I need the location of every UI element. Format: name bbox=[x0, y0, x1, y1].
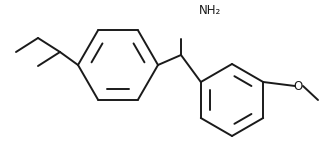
Text: O: O bbox=[293, 80, 303, 93]
Text: NH₂: NH₂ bbox=[199, 3, 221, 16]
